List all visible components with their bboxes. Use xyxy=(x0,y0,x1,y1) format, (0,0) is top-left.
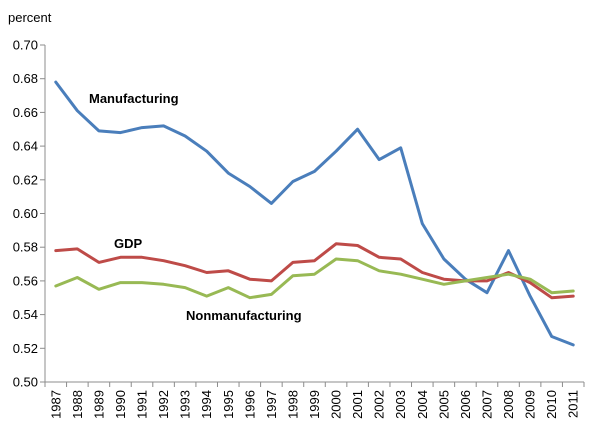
y-axis-ticks: 0.50 0.52 0.54 0.56 0.58 0.60 0.62 0.64 0.66 0.68… xyxy=(13,38,45,390)
x-tick-label: 2000 xyxy=(329,390,344,419)
x-tick-label: 2009 xyxy=(523,390,538,419)
series-line-gdp xyxy=(54,242,575,300)
y-tick-label: 0.70 xyxy=(13,38,38,53)
x-tick-label: 1994 xyxy=(199,390,214,419)
x-tick-label: 1995 xyxy=(221,390,236,419)
y-tick-label: 0.68 xyxy=(13,71,38,86)
y-tick-label: 0.54 xyxy=(13,307,38,322)
x-tick-label: 2006 xyxy=(458,390,473,419)
x-tick-label: 1992 xyxy=(156,390,171,419)
x-tick-label: 1989 xyxy=(91,390,106,419)
x-tick-label: 2003 xyxy=(393,390,408,419)
x-tick-label: 2001 xyxy=(350,390,365,419)
x-tick-label: 2002 xyxy=(372,390,387,419)
x-tick-label: 2010 xyxy=(544,390,559,419)
series-label-nonmanufacturing: Nonmanufacturing xyxy=(186,308,302,323)
x-tick-label: 1996 xyxy=(242,390,257,419)
y-tick-label: 0.60 xyxy=(13,206,38,221)
x-tick-label: 1990 xyxy=(113,390,128,419)
x-tick-label: 1998 xyxy=(285,390,300,419)
x-tick-label: 2004 xyxy=(415,390,430,419)
series-label-manufacturing: Manufacturing xyxy=(89,91,179,106)
y-tick-label: 0.50 xyxy=(13,375,38,390)
series-label-gdp: GDP xyxy=(114,236,143,251)
x-tick-label: 2011 xyxy=(566,390,581,418)
series-lines xyxy=(54,80,575,347)
y-tick-label: 0.58 xyxy=(13,240,38,255)
y-axis-label: percent xyxy=(8,10,52,25)
x-axis-ticks: 1987 1988 1989 1990 1991 1992 1993 1994 1995 1996… xyxy=(44,382,585,419)
x-tick-label: 1987 xyxy=(48,390,63,419)
x-tick-label: 2007 xyxy=(479,390,494,419)
x-tick-label: 1997 xyxy=(264,390,279,419)
y-tick-label: 0.52 xyxy=(13,341,38,356)
x-tick-label: 1993 xyxy=(178,390,193,419)
x-tick-label: 1999 xyxy=(307,390,322,419)
x-tick-label: 1988 xyxy=(70,390,85,419)
x-tick-label: 2005 xyxy=(436,390,451,419)
x-tick-label: 1991 xyxy=(135,390,150,419)
y-tick-label: 0.64 xyxy=(13,139,38,154)
y-tick-label: 0.56 xyxy=(13,273,38,288)
series-line-manufacturing xyxy=(54,80,575,347)
x-tick-label: 2008 xyxy=(501,390,516,419)
series-line-nonmanufacturing xyxy=(54,257,575,300)
y-tick-label: 0.62 xyxy=(13,172,38,187)
y-tick-label: 0.66 xyxy=(13,105,38,120)
